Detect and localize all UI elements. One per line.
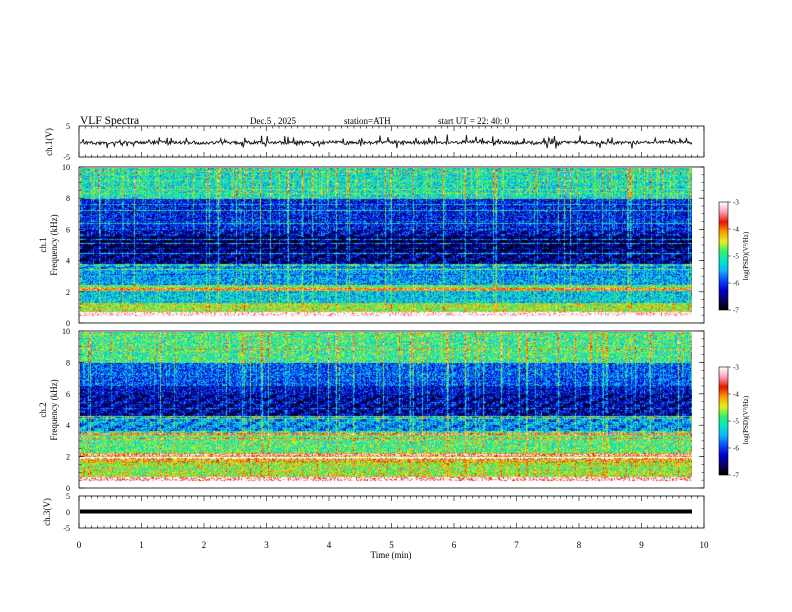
ch2-ytick-label: 4: [66, 421, 70, 430]
ch1-colorbar-label: log(PSD)(V²/Hz): [742, 231, 750, 280]
time-tick-label: 3: [264, 540, 269, 550]
ch3-ytick-bottom: -5: [63, 524, 70, 533]
ch2-frequency-ylabel: Frequency (kHz): [49, 379, 59, 440]
ch1-colorbar-tick-label: -3: [733, 199, 739, 207]
time-tick-label: 2: [202, 540, 207, 550]
ch3-waveform-ticks: [78, 496, 705, 528]
ch1-waveform-trace: [79, 134, 693, 149]
ch1-spectrogram-panel: 0 2 4 6 8 10 ch.1 Frequency (kHz): [38, 163, 705, 328]
ch1-colorbar-tick-label: -5: [733, 253, 739, 261]
station-label: station=ATH: [344, 116, 391, 126]
time-tick-label: 10: [700, 540, 710, 550]
ch2-colorbar-tick-label: -7: [733, 472, 739, 480]
time-tick-label: 7: [514, 540, 519, 550]
ch2-ytick-label: 10: [62, 327, 70, 336]
ch3-waveform-panel: 5 0 -5 ch.3(V): [42, 492, 705, 533]
ch2-ytick-label: 2: [66, 453, 70, 462]
ch2-colorbar-label: log(PSD)(V²/Hz): [742, 395, 750, 444]
ch1-frequency-ticks: 0 2 4 6 8 10: [62, 163, 704, 328]
ch2-ytick-label: 6: [66, 390, 70, 399]
ch1-colorbar-ticks: -3 -4 -5 -6 -7: [728, 199, 739, 315]
time-tick-label: 4: [327, 540, 332, 550]
ch2-ytick-label: 0: [66, 484, 70, 493]
ch1-ytick-label: 6: [66, 225, 70, 234]
ch2-frequency-ticks: 0 2 4 6 8 10: [62, 327, 704, 493]
figure-title: VLF Spectra: [80, 115, 139, 127]
ch3-ytick-top: 5: [66, 492, 70, 501]
ch1-ytick-label: 0: [66, 319, 70, 328]
ch1-ytick-top: 5: [66, 122, 70, 131]
date-label: Dec.5 , 2025: [250, 116, 296, 126]
ch2-ytick-label: 8: [66, 358, 70, 367]
start-time-label: start UT = 22: 40: 0: [438, 116, 510, 126]
ch1-waveform-panel: 5 -5 ch.1(V): [44, 122, 705, 162]
time-axis: 0 1 2 3 4 5 6 7 8 9 10: [77, 540, 709, 550]
ch1-ytick-bottom: -5: [63, 153, 70, 162]
ch1-channel-label: ch.1: [38, 237, 48, 252]
ch2-colorbar-ticks: -3 -4 -5 -6 -7: [728, 364, 739, 480]
ch1-colorbar-tick-label: -6: [733, 280, 739, 288]
time-tick-label: 9: [639, 540, 644, 550]
ch1-ytick-label: 2: [66, 288, 70, 297]
ch2-colorbar-tick-label: -3: [733, 364, 739, 372]
time-tick-label: 0: [77, 540, 82, 550]
ch1-ytick-label: 4: [66, 257, 70, 266]
ch1-colorbar-image: [719, 202, 728, 310]
ch1-colorbar: -3 -4 -5 -6 -7 log(PSD)(V²/Hz): [718, 199, 750, 315]
ch2-spectrogram-image: [80, 332, 692, 487]
ch1-colorbar-tick-label: -4: [733, 226, 739, 234]
ch2-colorbar-tick-label: -5: [733, 418, 739, 426]
ch2-colorbar-tick-label: -6: [733, 445, 739, 453]
time-tick-label: 6: [452, 540, 457, 550]
ch1-ytick-label: 10: [62, 163, 70, 172]
time-axis-label: Time (min): [371, 550, 412, 560]
ch2-spectrogram-panel: 0 2 4 6 8 10 ch.2 Frequency (kHz): [38, 327, 705, 493]
ch1-waveform-ticks: [78, 126, 705, 157]
ch1-colorbar-tick-label: -7: [733, 307, 739, 315]
ch1-frequency-ylabel: Frequency (kHz): [49, 214, 59, 275]
ch2-colorbar-image: [719, 367, 728, 475]
ch3-ytick-mid: 0: [66, 508, 70, 517]
time-tick-label: 5: [389, 540, 394, 550]
ch2-colorbar-tick-label: -4: [733, 391, 739, 399]
ch1-spectrogram-image: [80, 168, 692, 322]
ch1-ytick-label: 8: [66, 194, 70, 203]
ch2-channel-label: ch.2: [38, 402, 48, 417]
time-tick-label: 1: [139, 540, 144, 550]
ch1-waveform-ylabel: ch.1(V): [44, 128, 54, 156]
ch3-waveform-ylabel: ch.3(V): [42, 498, 52, 526]
ch2-colorbar: -3 -4 -5 -6 -7 log(PSD)(V²/Hz): [718, 364, 750, 480]
time-tick-label: 8: [577, 540, 582, 550]
